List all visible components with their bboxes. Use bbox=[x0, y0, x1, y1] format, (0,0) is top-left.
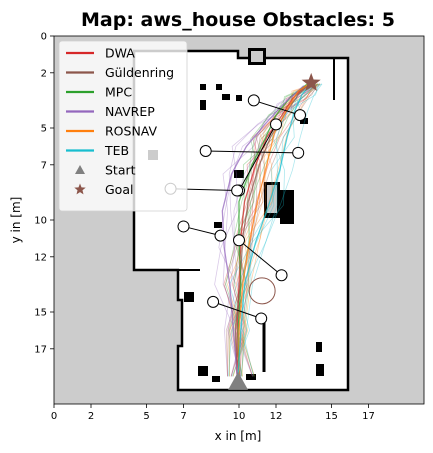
wall-block bbox=[246, 374, 256, 380]
wall-block bbox=[234, 170, 244, 178]
x-axis: 0 2 5 7 10 12 15 17 bbox=[51, 404, 375, 422]
goal-marker bbox=[301, 72, 321, 91]
obstacle-end-point bbox=[233, 234, 245, 247]
legend-swatch bbox=[74, 183, 86, 195]
legend-label: NAVREP bbox=[105, 104, 155, 119]
x-tick-label: 2 bbox=[88, 411, 94, 422]
wall-block bbox=[236, 95, 242, 101]
y-tick-label: 2 bbox=[41, 68, 47, 79]
wall-block bbox=[214, 222, 222, 228]
x-tick-label: 15 bbox=[325, 411, 338, 422]
y-tick-label: 17 bbox=[34, 344, 47, 355]
furniture bbox=[249, 49, 265, 64]
trajectory-mpc bbox=[225, 83, 316, 377]
y-axis-label: y in [m] bbox=[9, 197, 23, 244]
y-axis: 0 2 5 7 10 12 15 17 bbox=[34, 32, 54, 355]
legend-label: MPC bbox=[105, 85, 132, 100]
legend-label: DWA bbox=[105, 46, 135, 61]
obstacle-path bbox=[238, 124, 277, 191]
wall-block bbox=[212, 376, 220, 382]
series-line-navrep bbox=[221, 85, 305, 377]
occupancy-map bbox=[132, 48, 350, 392]
legend-label: Goal bbox=[105, 182, 133, 197]
x-tick-label: 0 bbox=[51, 411, 57, 422]
series-line-güldenring bbox=[234, 83, 310, 377]
x-tick-label: 5 bbox=[143, 411, 149, 422]
legend-label: Güldenring bbox=[105, 65, 174, 80]
wall-block bbox=[198, 366, 208, 376]
obstacle-start-point bbox=[199, 145, 212, 157]
obstacle-end-point bbox=[214, 229, 227, 242]
trajectory-teb bbox=[228, 83, 320, 377]
trajectory-rosnav bbox=[227, 83, 318, 377]
obstacle-end-point bbox=[231, 184, 244, 197]
obstacle-start-point bbox=[270, 118, 282, 131]
trajectory-teb bbox=[240, 83, 323, 377]
trajectory-dwa bbox=[227, 85, 317, 377]
wall-block bbox=[316, 364, 324, 376]
legend: DWA Güldenring MPC NAVREP ROSNAV TEB Start Goal bbox=[58, 40, 188, 212]
y-tick-label: 15 bbox=[34, 308, 47, 319]
mean-paths bbox=[221, 83, 312, 377]
trajectory-rosnav bbox=[228, 83, 321, 377]
wall-block bbox=[200, 100, 206, 110]
obstacle-start-point bbox=[247, 94, 260, 107]
y-tick-label: 12 bbox=[34, 252, 47, 263]
trajectory-teb bbox=[231, 83, 320, 377]
trajectory-mpc bbox=[241, 83, 319, 377]
start-marker bbox=[228, 371, 249, 390]
obstacle-path bbox=[183, 225, 221, 237]
x-tick-label: 17 bbox=[362, 411, 375, 422]
wall-block bbox=[184, 292, 194, 302]
furniture bbox=[265, 183, 279, 215]
trajectory-teb bbox=[228, 83, 323, 377]
legend-label: Start bbox=[105, 163, 136, 178]
x-tick-label: 10 bbox=[233, 411, 246, 422]
legend-label: TEB bbox=[104, 143, 129, 158]
trajectory-rosnav bbox=[241, 83, 321, 377]
obstacle-start-point bbox=[207, 295, 220, 308]
legend-box bbox=[58, 40, 188, 212]
plot-area bbox=[53, 35, 425, 405]
wall-block bbox=[200, 84, 206, 90]
wall-block bbox=[280, 190, 294, 224]
series-line-rosnav bbox=[238, 83, 310, 377]
y-tick-label: 10 bbox=[34, 216, 47, 227]
obstacle-start-point bbox=[275, 269, 288, 282]
wall-block bbox=[222, 94, 230, 100]
trajectory-navrep bbox=[222, 85, 313, 377]
trajectory-güldenring bbox=[239, 83, 321, 377]
legend-label: ROSNAV bbox=[105, 124, 158, 139]
obstacle-end-point bbox=[255, 312, 268, 325]
obstacle-path bbox=[253, 99, 301, 116]
y-tick-label: 5 bbox=[41, 124, 47, 135]
x-axis-label: x in [m] bbox=[215, 429, 262, 443]
wall-block bbox=[216, 84, 222, 90]
obstacle-path bbox=[205, 150, 299, 154]
y-tick-label: 7 bbox=[41, 160, 47, 171]
markers bbox=[228, 72, 321, 390]
chart-title: Map: aws_house Obstacles: 5 bbox=[81, 9, 395, 31]
obstacle-path bbox=[238, 239, 282, 276]
x-tick-label: 12 bbox=[270, 411, 283, 422]
series-line-mpc bbox=[237, 83, 308, 377]
series-line-teb bbox=[237, 83, 312, 377]
obstacle-end-point bbox=[292, 146, 305, 159]
obstacle-path bbox=[212, 301, 262, 319]
y-tick-label: 0 bbox=[41, 32, 47, 43]
obstacle-end-point bbox=[294, 109, 307, 122]
trajectory-rosnav bbox=[232, 83, 318, 377]
collision-ring bbox=[248, 277, 276, 305]
legend-swatch bbox=[75, 165, 85, 174]
x-tick-label: 7 bbox=[180, 411, 186, 422]
wall-block bbox=[300, 118, 308, 124]
wall-block bbox=[316, 342, 322, 352]
obstacle-start-point bbox=[177, 220, 190, 233]
